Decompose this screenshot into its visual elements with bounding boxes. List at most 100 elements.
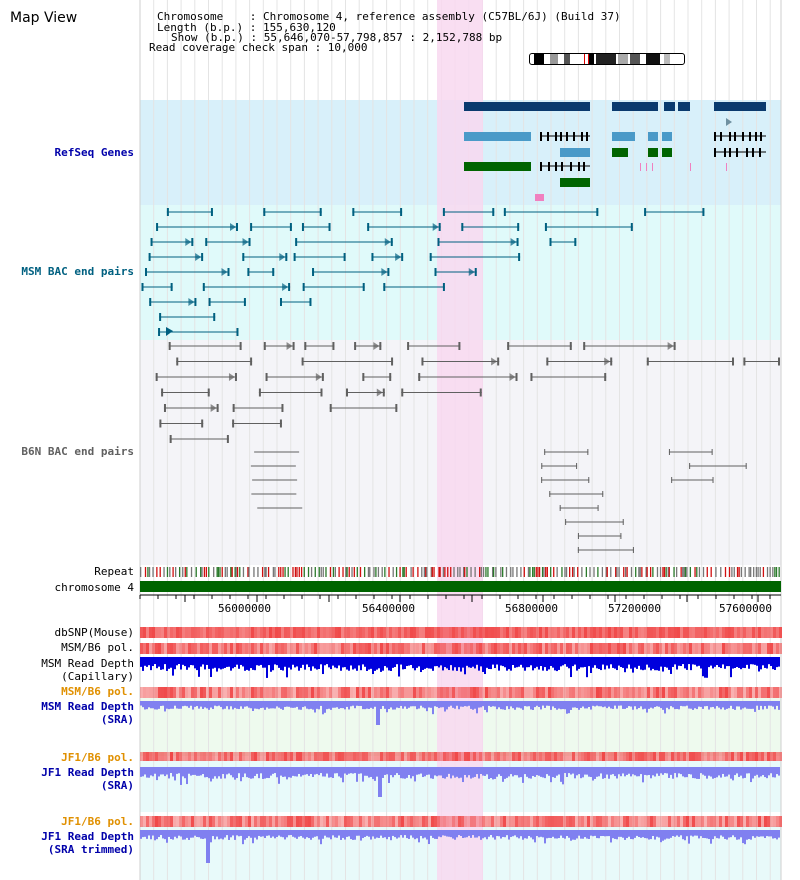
repeat-feature	[706, 567, 708, 577]
refseq-gene-arrow	[714, 102, 720, 111]
chromosome-label: chromosome 4	[54, 581, 134, 594]
jf1-trim-depth-bar	[762, 830, 764, 837]
msm-pol-strip	[761, 643, 764, 654]
msm-capillary-depth-bar	[148, 657, 150, 666]
msm-pol-sra-strip	[527, 687, 530, 698]
msm-sra-depth-bar	[662, 701, 664, 710]
msm-bac-pair-end	[383, 283, 386, 291]
jf1-trim-depth-bar	[260, 830, 262, 837]
jf1-pol-strip	[365, 752, 368, 761]
jf1-pol-trim-strip	[359, 816, 362, 827]
msm-capillary-depth-bar	[772, 657, 774, 670]
dbsnp-strip	[350, 627, 353, 638]
jf1-trim-depth-bar	[326, 830, 328, 838]
jf1-sra-depth-bar	[422, 767, 424, 778]
refseq-exon	[540, 132, 542, 141]
msm-pol-sra-strip	[737, 687, 740, 698]
jf1-pol-strip	[725, 752, 728, 761]
jf1-trim-depth-bar	[582, 830, 584, 839]
jf1-trim-depth-bar	[618, 830, 620, 837]
msm-capillary-depth-bar	[446, 657, 448, 669]
msm-capillary-depth-bar	[754, 657, 756, 665]
msm-pol-strip	[743, 643, 746, 654]
msm-capillary-depth-bar	[170, 657, 172, 668]
msm-sra-depth-bar	[274, 701, 276, 709]
msm-pol-sra-strip	[551, 687, 554, 698]
chromosome-ideogram[interactable]	[529, 53, 685, 65]
msm-capillary-depth-bar	[452, 657, 454, 671]
jf1-trim-depth-bar	[370, 830, 372, 840]
msm-sra-depth-bar	[298, 701, 300, 710]
msm-pol-strip	[353, 643, 356, 654]
msm-pol-sra-strip	[317, 687, 320, 698]
jf1-pol-strip	[620, 752, 623, 761]
jf1-sra-depth-bar	[302, 767, 304, 776]
selected-region-highlight[interactable]	[437, 0, 483, 880]
msm-pol-strip	[470, 643, 473, 654]
jf1-sra-depth-bar	[426, 767, 428, 775]
msm-capillary-depth-bar	[414, 657, 416, 671]
dbsnp-strip	[686, 627, 689, 638]
msm-sra-depth-bar	[582, 701, 584, 707]
msm-pol-strip	[218, 643, 221, 654]
msm-pol-sra-strip	[500, 687, 503, 698]
jf1-pol-strip	[506, 752, 509, 761]
jf1-sra-depth-bar	[258, 767, 260, 779]
jf1-pol-strip	[614, 752, 617, 761]
msm-sra-depth-bar	[730, 701, 732, 706]
msm-pol-strip	[380, 643, 383, 654]
msm-pol-sra-strip	[461, 687, 464, 698]
msm-capillary-depth-bar	[562, 657, 564, 666]
b6n-bac-label[interactable]: B6N BAC end pairs	[21, 445, 134, 458]
msm-pol-strip	[617, 643, 620, 654]
repeat-feature	[736, 567, 739, 577]
ideogram-position-marker[interactable]	[584, 54, 589, 64]
msm-bac-pair-end	[461, 223, 464, 231]
jf1-pol-strip	[515, 752, 518, 761]
msm-pol-strip	[593, 643, 596, 654]
jf1-sra-depth-bar	[622, 767, 624, 774]
dbsnp-strip	[539, 627, 542, 638]
jf1-sra-depth-bar	[250, 767, 252, 779]
jf1-pol-strip	[776, 752, 779, 761]
jf1-sra-depth-bar	[180, 767, 182, 785]
msm-bac-pair-end	[437, 238, 440, 246]
jf1-sra-depth-bar	[526, 767, 528, 777]
msm-capillary-depth-bar	[588, 657, 590, 667]
jf1-sra-depth-bar	[758, 767, 760, 778]
msm-capillary-depth-bar	[270, 657, 272, 672]
msm-bac-label[interactable]: MSM BAC end pairs	[21, 265, 134, 278]
msm-sra-depth-bar	[228, 701, 230, 710]
dbsnp-strip	[293, 627, 296, 638]
msm-capillary-depth-bar	[166, 657, 168, 671]
repeat-feature	[774, 567, 776, 577]
jf1-sra-depth-bar	[656, 767, 658, 774]
jf1-sra-depth-bar	[256, 767, 258, 774]
refseq-genes-label[interactable]: RefSeq Genes	[54, 146, 134, 159]
msm-capillary-depth-bar	[720, 657, 722, 669]
jf1-sra-depth-bar	[382, 767, 384, 778]
jf1-pol-strip	[665, 752, 668, 761]
jf1-sra-depth-bar	[534, 767, 536, 777]
jf1-sra-depth-bar	[658, 767, 660, 776]
jf1-trim-depth-bar	[590, 830, 592, 836]
dbsnp-strip	[674, 627, 677, 638]
msm-pol-sra-strip	[188, 687, 191, 698]
msm-pol-sra-strip	[455, 687, 458, 698]
msm-bac-pair-end	[141, 283, 144, 291]
msm-sra-depth-bar	[188, 701, 190, 708]
jf1-pol-trim-strip	[206, 816, 209, 827]
jf1-trim-depth-bar	[366, 830, 368, 836]
jf1-sra-depth-bar	[504, 767, 506, 779]
jf1-trim-depth-bar	[248, 830, 250, 837]
msm-pol-strip	[443, 643, 446, 654]
jf1-pol-strip	[344, 752, 347, 761]
jf1-sra-depth-bar	[358, 767, 360, 774]
jf1-sra-depth-bar	[182, 767, 184, 777]
jf1-pol-trim-strip	[719, 816, 722, 827]
repeat-feature	[775, 567, 778, 577]
msm-pol-strip	[563, 643, 566, 654]
msm-pol-sra-strip	[545, 687, 548, 698]
dbsnp-strip	[707, 627, 710, 638]
jf1-pol-trim-strip	[653, 816, 656, 827]
